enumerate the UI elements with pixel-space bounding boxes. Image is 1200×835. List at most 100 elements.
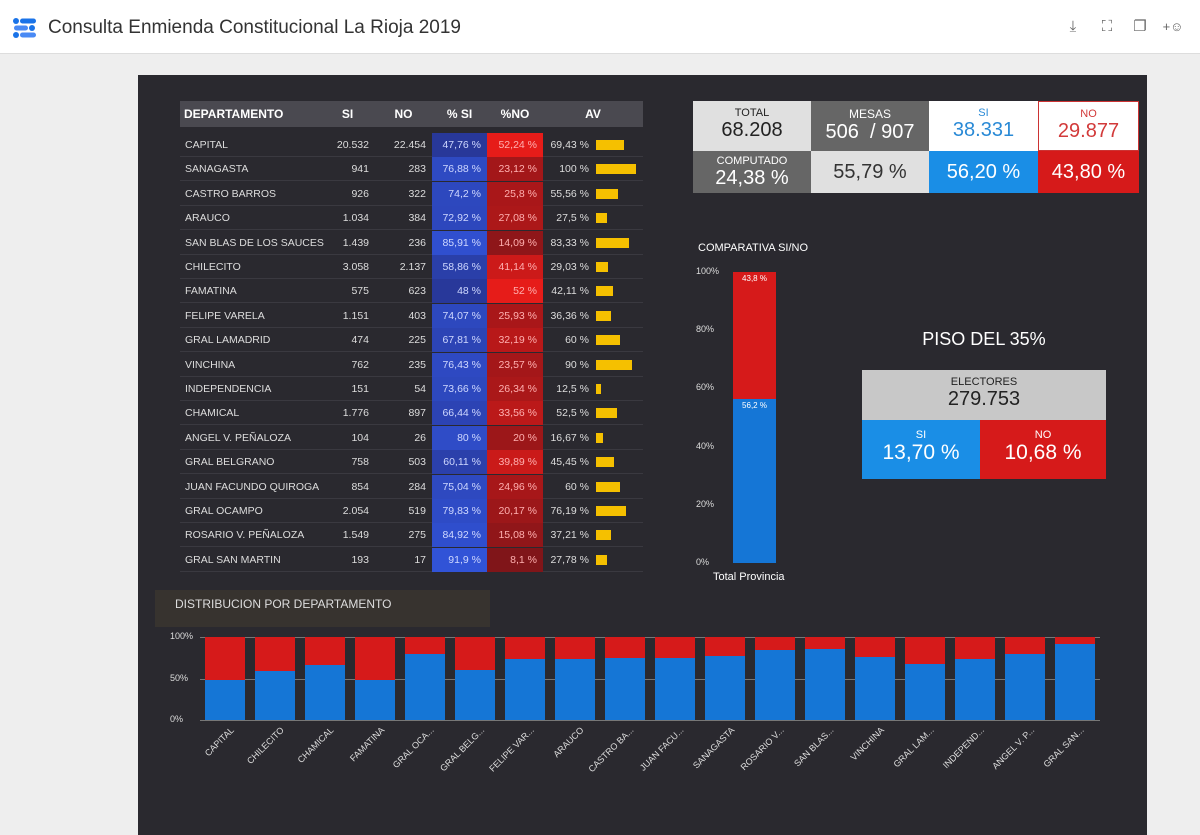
no-pct-card: 43,80 % [1038,151,1139,193]
total-label: TOTAL [734,107,770,119]
si-bar [805,648,845,720]
si-cell: 1.151 [342,309,369,322]
table-row[interactable]: FAMATINA 575 623 48 % 52 % 42,11 % [180,279,643,304]
table-row[interactable]: GRAL LAMADRID 474 225 67,81 % 32,19 % 60 % [180,328,643,353]
y-tick-label: 0% [696,557,710,567]
mesas-value: 506 / 907 [825,121,915,143]
si-pct-cell: 73,66 % [432,377,487,401]
table-row[interactable]: ARAUCO 1.034 384 72,92 % 27,08 % 27,5 % [180,206,643,231]
no-pct-cell: 25,93 % [487,303,543,328]
computado-label: COMPUTADO [716,155,788,167]
col-header[interactable]: % SI [432,101,487,127]
table-row[interactable]: ANGEL V. PEÑALOZA 104 26 80 % 20 % 16,67 % [180,425,643,450]
table-row[interactable]: VINCHINA 762 235 76,43 % 23,57 % 90 % [180,352,643,377]
av-cell: 37,21 % [550,529,589,542]
av-cell: 29,03 % [550,261,589,273]
av-cell: 27,5 % [556,212,589,225]
si-bar [655,657,695,720]
piso-no-card: NO 10,68 % [980,420,1106,479]
dept-cell: CHAMICAL [185,407,240,420]
col-header[interactable]: %NO [487,101,543,127]
y-tick-label: 0% [170,714,184,724]
electores-value: 279.753 [947,388,1021,410]
no-pct-cell: 39,89 % [487,450,543,475]
table-row[interactable]: ROSARIO V. PEÑALOZA 1.549 275 84,92 % 15,08 … [180,523,643,548]
table-row[interactable]: GRAL BELGRANO 758 503 60,11 % 39,89 % 45,45 % [180,450,643,475]
dept-cell: ARAUCO [185,212,230,225]
table-row[interactable]: CHILECITO 3.058 2.137 58,86 % 41,14 % 29,03 % [180,255,643,279]
distribucion-title: DISTRIBUCION POR DEPARTAMENTO [155,590,490,627]
table-row[interactable]: GRAL OCAMPO 2.054 519 79,83 % 20,17 % 76,19 % [180,499,643,523]
si-bar [205,680,245,720]
col-header[interactable]: SI [320,101,375,127]
table-row[interactable]: SANAGASTA 941 283 76,88 % 23,12 % 100 % [180,157,643,182]
no-cell: 897 [408,407,426,420]
download-icon[interactable]: ⤓ [1069,18,1077,35]
piso-si-label: SI [915,429,927,441]
si-bar [1055,643,1095,720]
no-cell: 623 [408,285,426,298]
no-bar [855,637,895,657]
y-tick-label: 50% [170,672,189,683]
no-bar [1055,637,1095,644]
fullscreen-icon[interactable]: ⛶ [1101,18,1113,35]
si-cell: 474 [351,334,369,347]
col-header[interactable]: AV [543,101,643,127]
no-pct-cell: 14,09 % [487,230,543,255]
piso-si-value: 13,70 % [882,441,960,464]
table-row[interactable]: GRAL SAN MARTIN 193 17 91,9 % 8,1 % 27,78 % [180,547,643,572]
si-cell: 193 [351,553,369,566]
table-row[interactable]: CASTRO BARROS 926 322 74,2 % 25,8 % 55,56 % [180,181,643,206]
col-header[interactable]: NO [375,101,432,127]
si-pct-cell: 75,04 % [432,474,487,499]
av-bar [596,140,624,150]
y-tick-label: 20% [696,498,715,509]
no-pct-cell: 25,8 % [487,181,543,206]
si-pct-cell: 76,88 % [432,157,487,182]
no-cell: 503 [408,456,426,469]
table-row[interactable]: FELIPE VARELA 1.151 403 74,07 % 25,93 % 36,36… [180,303,643,328]
no-bar [655,637,695,658]
no-bar [255,637,295,672]
no-cell: 2.137 [399,261,426,273]
copy-icon[interactable]: ❐ [1133,18,1147,35]
si-pct-cell: 58,86 % [432,255,487,279]
si-cell: 575 [351,285,369,298]
si-value: 38.331 [952,119,1015,141]
table-row[interactable]: CAPITAL 20.532 22.454 47,76 % 52,24 % 69,43 % [180,133,643,157]
table-row[interactable]: INDEPENDENCIA 151 54 73,66 % 26,34 % 12,5 % [180,377,643,401]
no-cell: 22.454 [393,139,426,151]
table-row[interactable]: SAN BLAS DE LOS SAUCES 1.439 236 85,91 % 14,… [180,230,643,255]
piso-si-card: SI 13,70 % [862,420,980,479]
no-cell: 275 [408,529,426,542]
no-pct-cell: 52 % [487,279,543,304]
si-bar [455,670,495,720]
no-cell: 225 [408,334,426,347]
av-bar [596,384,601,394]
table-row[interactable]: CHAMICAL 1.776 897 66,44 % 33,56 % 52,5 % [180,401,643,426]
no-cell: 17 [414,553,426,566]
si-bar [605,658,645,720]
si-pct-cell: 84,92 % [432,523,487,548]
report-title: Consulta Enmienda Constitucional La Rioj… [48,17,461,38]
no-cell: 519 [408,505,426,517]
no-pct-cell: 52,24 % [487,133,543,157]
dept-cell: FELIPE VARELA [185,309,265,322]
av-bar [596,554,608,565]
table-row[interactable]: JUAN FACUNDO QUIROGA 854 284 75,04 % 24,96 %… [180,474,643,499]
col-header[interactable]: DEPARTAMENTO [180,101,320,127]
si-pct-cell: 60,11 % [432,450,487,475]
add-person-icon[interactable]: +☺ [1162,19,1184,34]
si-cell: 3.058 [342,261,369,273]
si-pct-cell: 85,91 % [432,230,487,255]
si-bar [355,680,395,720]
no-pct-cell: 27,08 % [487,206,543,231]
no-pct-cell: 8,1 % [487,547,543,572]
si-cell: 1.439 [342,236,369,249]
av-bar [596,286,613,297]
no-cell: 322 [408,187,426,200]
electores-card: ELECTORES 279.753 [862,370,1106,420]
av-bar [596,457,615,468]
no-pct-cell: 20,17 % [487,499,543,523]
si-bar [855,656,895,720]
